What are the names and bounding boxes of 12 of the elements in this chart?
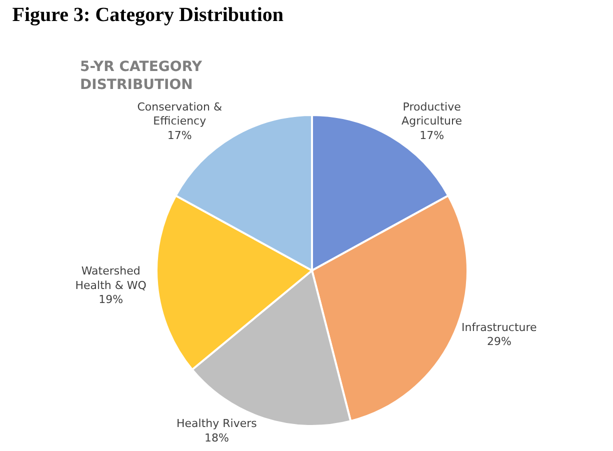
slice-label: Productive Agriculture — [402, 100, 462, 128]
slice-label: Infrastructure — [462, 320, 538, 334]
data-label: 17% — [167, 129, 192, 142]
data-label: 19% — [98, 293, 124, 306]
data-label: 17% — [420, 129, 444, 142]
data-label: 29% — [486, 335, 512, 348]
chart-subtitle: 5-YR CATEGORY DISTRIBUTION — [80, 59, 203, 94]
chart-title: Figure 3: Category Distribution — [12, 4, 284, 26]
data-label: 18% — [204, 431, 229, 444]
slice-label: Watershed Health & WQ — [75, 264, 147, 292]
slice-label: Healthy Rivers — [176, 417, 258, 430]
slice-label: Conservation & Efficiency — [137, 100, 222, 128]
